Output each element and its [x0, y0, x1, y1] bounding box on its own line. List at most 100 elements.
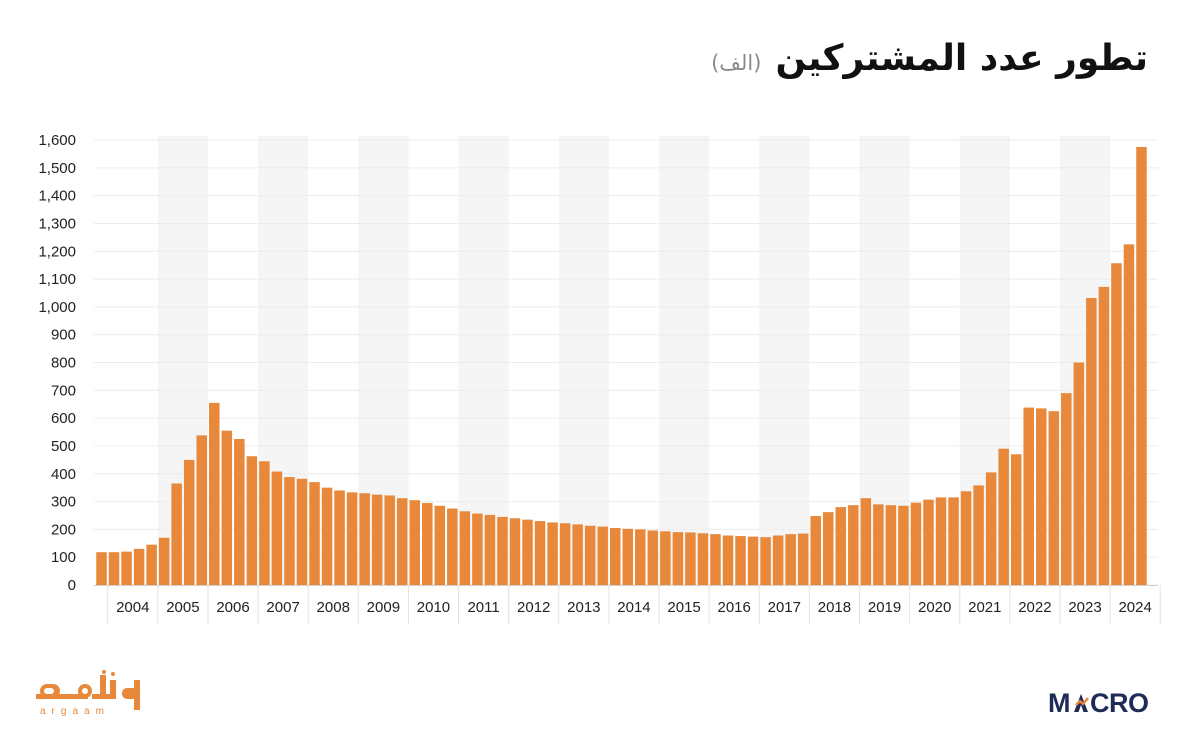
year-band — [558, 136, 609, 585]
x-tick-label: 2019 — [868, 599, 901, 616]
argaam-logo: argaam — [36, 670, 146, 722]
bar — [209, 402, 220, 585]
x-tick-label: 2020 — [918, 599, 951, 616]
bar — [1111, 263, 1122, 585]
bar — [1048, 411, 1060, 585]
y-tick-label: 1,200 — [38, 243, 76, 260]
bar — [609, 527, 621, 585]
x-axis: 2004 2005 2006 2007 2008 2009 2010 2011 2012 2013… — [94, 585, 1161, 624]
bar — [1098, 286, 1110, 585]
bar — [522, 519, 533, 585]
bar — [1123, 244, 1135, 585]
y-tick-label: 1,600 — [38, 132, 76, 149]
chart-unit: (الف) — [711, 51, 762, 75]
x-tick-label: 2008 — [317, 599, 350, 616]
bar — [948, 497, 959, 585]
bar — [409, 500, 420, 585]
year-band — [659, 136, 710, 585]
bar — [221, 430, 233, 585]
bar — [973, 485, 984, 585]
y-tick-label: 900 — [51, 327, 76, 344]
bar — [597, 526, 608, 585]
svg-text:CRO: CRO — [1090, 688, 1149, 716]
bar — [697, 533, 709, 585]
y-tick-label: 1,400 — [38, 188, 76, 205]
bar — [384, 495, 395, 585]
bar — [171, 483, 182, 585]
bar — [1061, 393, 1072, 585]
x-tick-label: 2010 — [417, 599, 450, 616]
bar — [459, 511, 471, 585]
bar — [509, 518, 521, 585]
bar — [685, 532, 696, 585]
bar — [133, 548, 145, 585]
x-tick-label: 2016 — [718, 599, 751, 616]
y-axis: 0 100 200 300 400 500 600 700 800 900 1,000 1,100 1,… — [38, 132, 76, 594]
bars — [96, 146, 1147, 586]
bar — [497, 516, 508, 585]
bar — [822, 512, 834, 585]
y-tick-label: 0 — [68, 577, 76, 594]
x-tick-label: 2012 — [517, 599, 550, 616]
bar — [296, 478, 308, 585]
y-tick-label: 600 — [51, 410, 76, 427]
bar — [998, 448, 1009, 585]
bar — [572, 524, 583, 585]
bar — [183, 459, 195, 585]
x-tick-label: 2014 — [617, 599, 650, 616]
y-tick-label: 200 — [51, 521, 76, 538]
x-tick-label: 2024 — [1118, 599, 1151, 616]
bar — [108, 552, 120, 585]
bar — [146, 544, 157, 585]
bar — [848, 505, 859, 585]
bar — [622, 528, 634, 585]
bar — [559, 523, 571, 585]
bar — [371, 494, 383, 585]
y-tick-label: 800 — [51, 355, 76, 372]
macro-logo: M CRO — [1048, 688, 1164, 720]
bar — [447, 508, 458, 585]
bar — [396, 498, 408, 585]
bar — [923, 499, 934, 585]
bar — [96, 552, 107, 585]
argaam-logo-sub: argaam — [40, 706, 110, 717]
year-band — [759, 136, 810, 585]
bar — [584, 525, 596, 585]
bar — [334, 490, 345, 585]
x-tick-label: 2022 — [1018, 599, 1051, 616]
y-tick-label: 1,500 — [38, 160, 76, 177]
bar — [359, 493, 370, 585]
bar — [835, 507, 847, 585]
x-tick-label: 2005 — [166, 599, 199, 616]
bar — [1010, 454, 1022, 585]
macro-logo-a-icon — [1074, 694, 1089, 712]
y-tick-label: 300 — [51, 494, 76, 511]
bar — [898, 505, 909, 585]
chart-title-block: تطور عدد المشتركين (الف) — [711, 38, 1148, 79]
x-tick-label: 2009 — [367, 599, 400, 616]
bar — [635, 529, 646, 585]
x-tick-label: 2013 — [567, 599, 600, 616]
bar — [885, 505, 897, 585]
bar — [346, 492, 358, 585]
bar — [1073, 362, 1085, 585]
x-tick-label: 2006 — [216, 599, 249, 616]
x-tick-label: 2023 — [1068, 599, 1101, 616]
bar — [484, 514, 496, 585]
bar — [547, 522, 558, 585]
y-tick-label: 100 — [51, 549, 76, 566]
bar — [158, 537, 170, 585]
bar — [284, 477, 295, 585]
svg-text:M: M — [1048, 688, 1070, 716]
bar — [422, 502, 433, 585]
bar — [271, 471, 283, 585]
bar — [1036, 408, 1047, 585]
bar — [785, 534, 796, 585]
bar — [672, 532, 684, 585]
bar — [747, 536, 759, 585]
x-tick-label: 2018 — [818, 599, 851, 616]
bar — [722, 535, 734, 585]
bar — [1086, 298, 1097, 585]
x-tick-label: 2007 — [266, 599, 299, 616]
